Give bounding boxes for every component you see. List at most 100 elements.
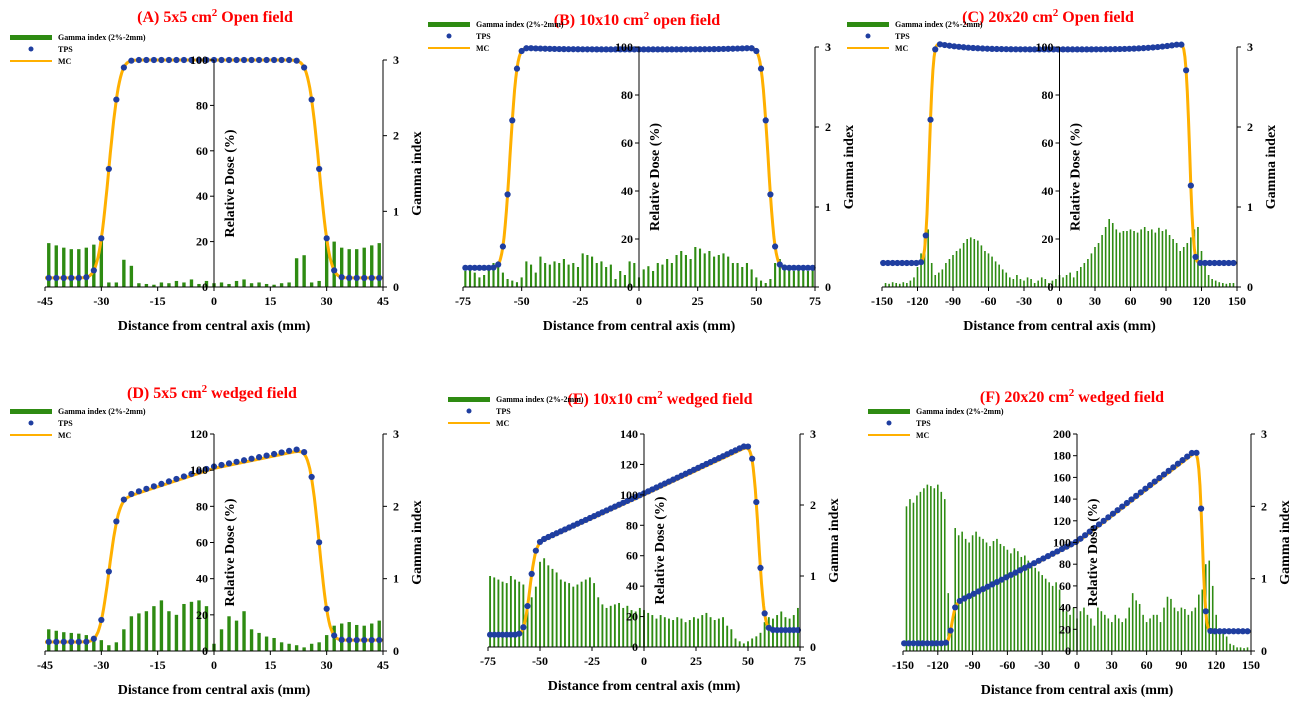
tps-point [1045, 46, 1052, 53]
gamma-bar [902, 282, 905, 287]
gamma-bar [347, 249, 351, 287]
y2-tick-label: 0 [810, 640, 816, 654]
y2-tick-label: 2 [393, 499, 399, 513]
tps-point [772, 243, 779, 250]
gamma-bar [713, 256, 716, 287]
tps-point [1116, 45, 1123, 53]
gamma-bar [668, 618, 670, 647]
tps-point [640, 46, 647, 53]
gamma-bar [562, 259, 565, 287]
chart-panel-5: (E) 10x10 cm2 wedged field -75 -50 -25 0 25 50… [448, 389, 842, 694]
y-tick-label: 0 [1065, 644, 1071, 658]
tps-point [195, 468, 203, 475]
gamma-bar [1003, 546, 1005, 651]
gamma-bar [152, 284, 156, 287]
gamma-bar [129, 616, 134, 651]
gamma-bar [1158, 227, 1160, 287]
tps-point [308, 473, 315, 481]
gamma-bar [977, 240, 979, 287]
tps-point [734, 45, 741, 52]
tps-point [975, 588, 982, 595]
tps-point [880, 259, 887, 267]
gamma-bar [959, 248, 961, 287]
tps-point [1114, 507, 1121, 514]
tps-point [1156, 474, 1163, 482]
tps-point [105, 165, 112, 173]
gamma-bar [898, 283, 901, 287]
gamma-bar [778, 259, 781, 287]
gamma-bar [923, 488, 925, 651]
gamma-bar [506, 279, 509, 287]
tps-point [903, 259, 910, 267]
y-tick-label: 0 [202, 280, 208, 294]
tps-point [664, 46, 671, 53]
gamma-bar [1150, 229, 1153, 287]
x-axis-label: Distance from central axis (mm) [543, 319, 736, 334]
gamma-bar [628, 261, 631, 287]
gamma-bar [505, 583, 508, 647]
gamma-bar [759, 632, 762, 647]
gamma-bar [309, 643, 314, 651]
gamma-bar [1170, 598, 1172, 651]
gamma-bar [159, 600, 164, 651]
gamma-bar [930, 486, 932, 651]
tps-point [1093, 46, 1100, 53]
tps-point [715, 45, 722, 53]
legend-gamma-label: Gamma index (2%-2mm) [895, 20, 983, 29]
legend: Gamma index (2%-2mm) TPS MC [10, 407, 146, 440]
gamma-bar [1024, 555, 1026, 651]
tps-point [83, 638, 90, 645]
legend-tps-label: TPS [496, 407, 511, 416]
gamma-bar [1072, 277, 1075, 287]
y2-axis-label: Gamma index [410, 131, 425, 215]
tps-point [979, 585, 987, 593]
tps-point [203, 465, 210, 473]
tps-point [762, 117, 769, 124]
y2-tick-label: 0 [393, 644, 399, 658]
gamma-bar [684, 622, 687, 647]
tps-point [346, 274, 353, 281]
gamma-bar [1037, 571, 1040, 651]
legend-gamma-label: Gamma index (2%-2mm) [916, 407, 1004, 416]
tps-point [60, 274, 67, 282]
gamma-bar [652, 271, 655, 287]
tps-point [218, 461, 225, 469]
gamma-bar [1090, 618, 1092, 651]
gamma-bar [926, 484, 929, 651]
gamma-bar [954, 528, 956, 651]
tps-point [955, 43, 963, 50]
gamma-bar [736, 263, 739, 287]
gamma-bar [701, 615, 704, 647]
gamma-bar [717, 618, 720, 647]
tps-point [984, 583, 991, 590]
gamma-bar [511, 280, 514, 287]
gamma-bar [1044, 279, 1047, 287]
gamma-bar [309, 282, 314, 287]
gamma-bar [586, 255, 589, 287]
tps-point [1069, 46, 1076, 53]
chart-title: (E) 10x10 cm2 wedged field [567, 389, 752, 408]
tps-point [1007, 46, 1015, 53]
tps-point [1091, 524, 1098, 532]
tps-point [1068, 541, 1075, 548]
gamma-bar [99, 240, 104, 287]
x-tick-label: 15 [264, 294, 276, 308]
tps-point [270, 450, 278, 458]
tps-point [173, 56, 180, 64]
tps-point [45, 274, 52, 282]
gamma-bar [1152, 614, 1155, 651]
gamma-bar [1168, 235, 1171, 287]
tps-point [574, 46, 582, 53]
gamma-bar [605, 267, 608, 287]
legend-gamma-swatch [10, 409, 52, 414]
gamma-bar [497, 261, 500, 287]
gamma-bar [332, 241, 336, 287]
gamma-bar [991, 256, 993, 287]
gamma-bar [1122, 231, 1125, 287]
gamma-bar [317, 280, 321, 287]
y-axis-label: Relative Dose (%) [648, 123, 663, 231]
tps-point [1105, 514, 1112, 521]
gamma-bar [1058, 589, 1061, 651]
gamma-bar [1121, 622, 1124, 651]
y2-tick-label: 1 [393, 204, 399, 218]
